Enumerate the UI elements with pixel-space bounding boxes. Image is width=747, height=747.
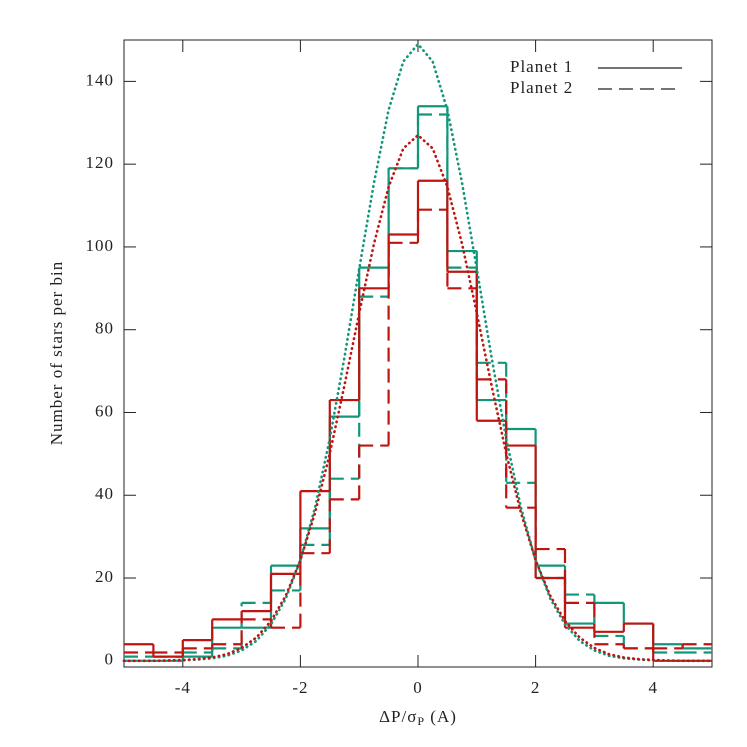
x-label-sub: P <box>417 714 425 728</box>
y-tick-label: 40 <box>95 484 114 503</box>
y-tick-label: 80 <box>95 319 114 338</box>
x-tick-label: -2 <box>292 678 308 697</box>
x-tick-label: 4 <box>648 678 658 697</box>
x-tick-label: 0 <box>413 678 423 697</box>
x-label-main: ΔP/σ <box>379 707 417 726</box>
gaussian-curve <box>122 133 714 663</box>
y-tick-label: 140 <box>86 70 115 89</box>
legend-label: Planet 1 <box>510 57 573 76</box>
x-axis-label: ΔP/σP (A) <box>379 707 457 728</box>
y-tick-label: 60 <box>95 401 114 420</box>
y-tick-label: 20 <box>95 567 114 586</box>
x-tick-label: 2 <box>531 678 541 697</box>
y-tick-label: 100 <box>86 236 115 255</box>
legend-label: Planet 2 <box>510 78 573 97</box>
y-tick-label: 0 <box>105 650 115 669</box>
y-axis-label: Number of stars per bin <box>47 261 66 445</box>
y-tick-label: 120 <box>86 153 115 172</box>
x-tick-label: -4 <box>175 678 191 697</box>
x-label-tail: (A) <box>425 707 457 726</box>
gaussian-curve <box>122 42 714 663</box>
